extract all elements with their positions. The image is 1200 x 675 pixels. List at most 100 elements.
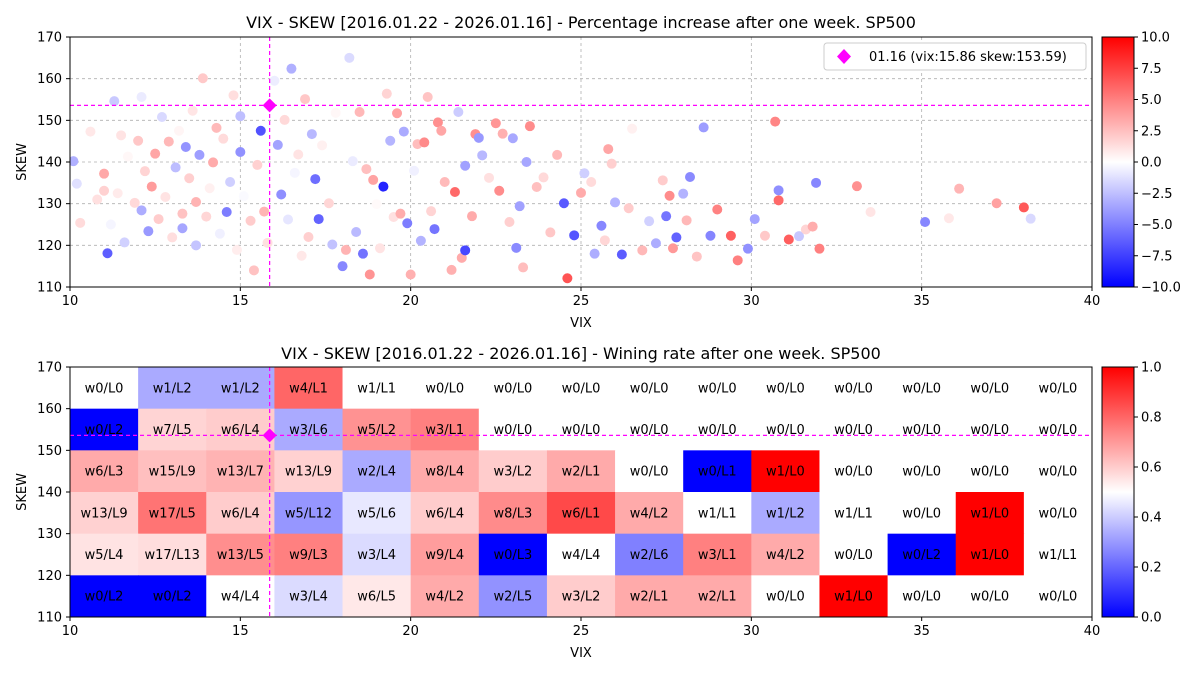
heatmap-cell-label: w6/L4 — [221, 506, 260, 521]
colorbar-tick-label: 0.0 — [1141, 156, 1162, 171]
colorbar-tick-label: 0.0 — [1141, 611, 1162, 626]
heatmap-cell-label: w1/L0 — [834, 590, 873, 605]
y-tick-label: 120 — [37, 239, 62, 254]
heatmap-cell-label: w0/L0 — [493, 423, 532, 438]
scatter-point — [327, 239, 338, 250]
scatter-point — [610, 197, 621, 208]
heatmap-cell — [955, 533, 1025, 576]
scatter-point — [531, 182, 542, 192]
heatmap-cell-label: w1/L0 — [766, 465, 805, 480]
heatmap-cell — [138, 367, 207, 410]
y-tick-label: 130 — [37, 527, 62, 542]
scatter-point — [283, 214, 294, 225]
x-tick-label: 40 — [1084, 294, 1101, 309]
heatmap-cell-label: w0/L2 — [902, 548, 941, 563]
heatmap-cell-label: w0/L0 — [562, 423, 601, 438]
heatmap-cell-label: w0/L0 — [1039, 465, 1078, 480]
scatter-point — [589, 248, 600, 259]
scatter-point — [143, 226, 154, 237]
scatter-point — [122, 151, 133, 162]
heatmap-cell — [615, 533, 684, 576]
x-tick-label: 15 — [232, 294, 249, 309]
heatmap-cell-label: w8/L3 — [493, 506, 532, 521]
scatter-point — [558, 198, 569, 209]
heatmap-cell — [751, 533, 820, 576]
scatter-point — [252, 159, 263, 170]
heatmap-cell-label: w1/L1 — [357, 381, 396, 396]
scatter-point — [490, 118, 501, 129]
scatter-point — [449, 187, 460, 197]
scatter-point — [337, 261, 348, 272]
scatter-point — [705, 230, 716, 241]
scatter-point — [221, 207, 232, 217]
heatmap-x-ticks: 10 15 20 25 30 35 40 — [62, 617, 1100, 639]
colorbar-tick-label: 0.2 — [1141, 561, 1162, 576]
scatter-point — [354, 107, 365, 117]
heatmap-cell — [410, 533, 480, 576]
scatter-point — [133, 135, 144, 146]
scatter-point — [562, 273, 573, 284]
scatter-point — [1025, 213, 1036, 224]
heatmap-cell — [478, 450, 548, 493]
scatter-point — [453, 107, 464, 117]
scatter-point — [235, 147, 246, 157]
heatmap-cell-label: w1/L1 — [698, 506, 737, 521]
scatter-point — [262, 237, 273, 248]
heatmap-cell — [751, 450, 820, 493]
x-tick-label: 30 — [743, 624, 760, 639]
x-tick-label: 25 — [573, 294, 590, 309]
x-tick-label: 10 — [62, 294, 79, 309]
scatter-point — [691, 251, 702, 262]
scatter-x-axis-label: VIX — [570, 316, 592, 331]
heatmap-colorbar: 1.0 0.8 0.6 0.4 0.2 0.0 — [1101, 361, 1162, 626]
heatmap-cell — [206, 367, 275, 410]
scatter-point — [248, 265, 259, 276]
heatmap-cell-label: w0/L0 — [425, 381, 464, 396]
scatter-point — [681, 215, 692, 226]
scatter-point — [119, 237, 130, 248]
heatmap-cell-label: w17/L13 — [145, 548, 200, 563]
heatmap-cell — [546, 408, 616, 451]
scatter-point — [759, 230, 770, 241]
heatmap-cell — [751, 367, 820, 410]
scatter-point — [698, 122, 709, 133]
scatter-point — [191, 240, 202, 251]
scatter-point — [661, 211, 672, 222]
heatmap-cell-label: w2/L1 — [630, 590, 669, 605]
scatter-point — [524, 121, 535, 132]
heatmap-cell-label: w3/L4 — [289, 590, 328, 605]
scatter-chart: VIX - SKEW [2016.01.22 - 2026.01.16] - P… — [15, 13, 1181, 331]
scatter-point — [167, 232, 178, 243]
heatmap-cell-label: w15/L9 — [149, 465, 196, 480]
heatmap-cell-label: w7/L5 — [153, 423, 192, 438]
heatmap-cell-label: w3/L2 — [562, 590, 601, 605]
scatter-point — [460, 245, 471, 256]
heatmap-cell-label: w8/L4 — [425, 465, 464, 480]
heatmap-cell — [478, 408, 548, 451]
scatter-point — [616, 249, 627, 260]
heatmap-cell-label: w5/L2 — [357, 423, 396, 438]
scatter-point — [494, 185, 505, 196]
heatmap-cell-label: w1/L2 — [221, 381, 260, 396]
scatter-point — [272, 139, 283, 150]
scatter-point — [422, 92, 433, 102]
scatter-point — [518, 262, 529, 273]
scatter-point — [521, 157, 532, 167]
heatmap-cell — [1023, 533, 1093, 576]
scatter-point — [402, 218, 413, 229]
scatter-point — [851, 181, 862, 192]
heatmap-cell-label: w0/L0 — [698, 381, 737, 396]
scatter-point — [920, 217, 931, 227]
scatter-point — [191, 197, 202, 207]
scatter-point — [712, 204, 723, 215]
scatter-point — [375, 243, 386, 254]
y-tick-label: 170 — [37, 31, 62, 46]
scatter-point — [1018, 202, 1029, 213]
heatmap-cell — [274, 450, 344, 493]
heatmap-cell — [342, 408, 412, 451]
heatmap-cell-label: w1/L1 — [1039, 548, 1078, 563]
scatter-point — [259, 206, 270, 217]
scatter-point — [429, 224, 440, 235]
heatmap-cell-label: w0/L0 — [1039, 423, 1078, 438]
x-tick-label: 35 — [913, 294, 930, 309]
